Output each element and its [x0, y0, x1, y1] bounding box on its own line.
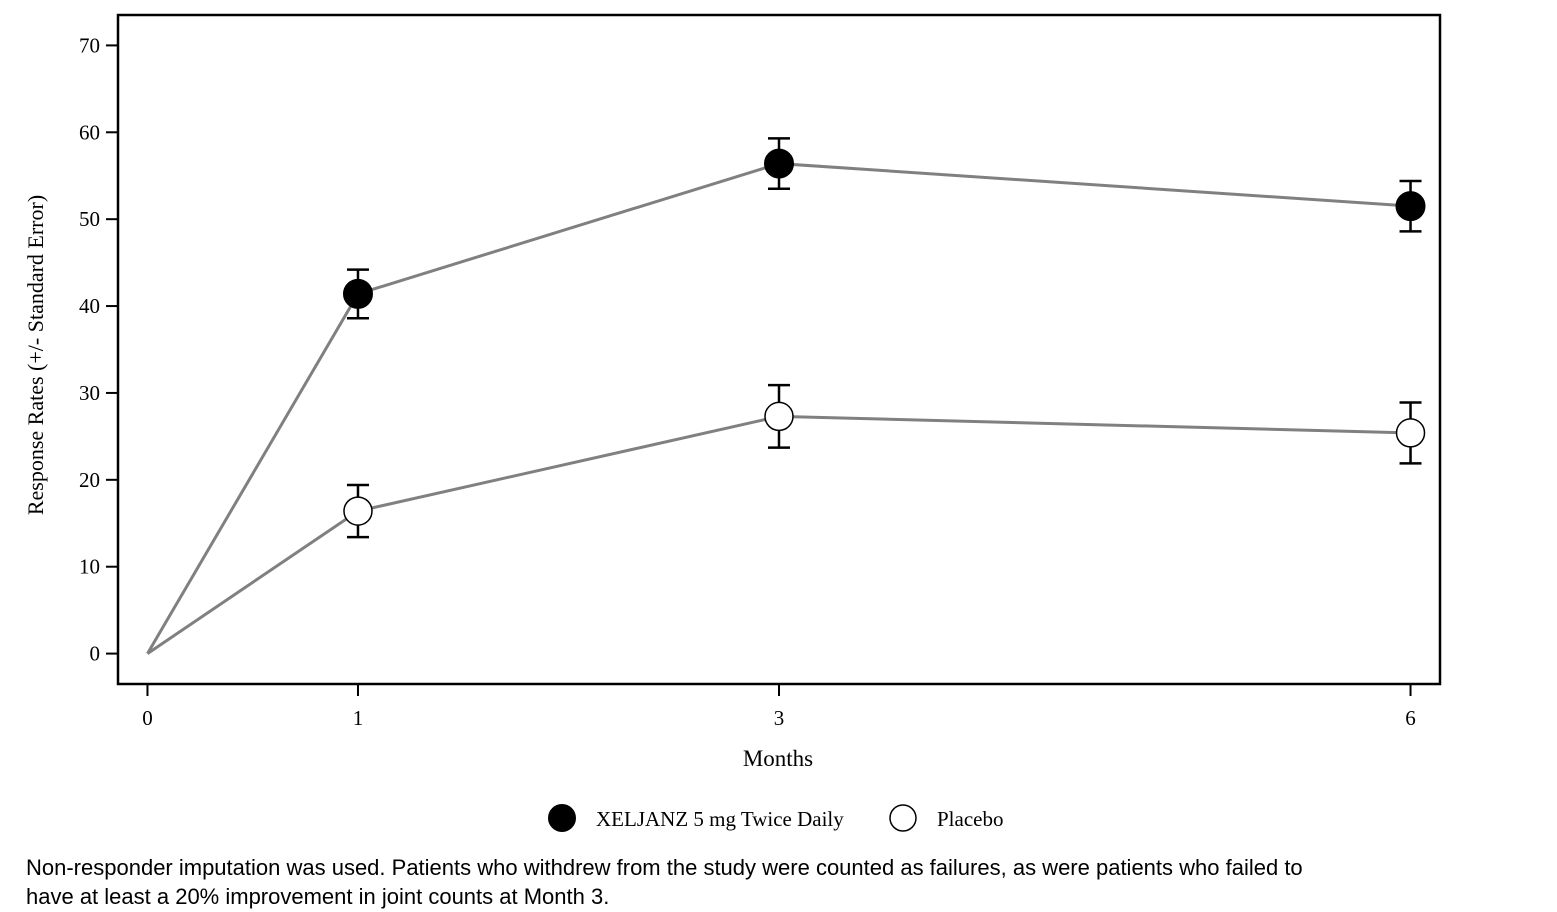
- x-axis: 0 1 3 6: [142, 684, 1416, 730]
- plot-frame: [116, 13, 1442, 686]
- y-tick-label: 30: [79, 381, 100, 405]
- data-point: [343, 496, 373, 526]
- y-tick-label: 10: [79, 555, 100, 579]
- x-tick-label: 6: [1405, 706, 1416, 730]
- data-point: [764, 401, 794, 432]
- x-tick-label: 3: [774, 706, 785, 730]
- footnote-line-2: have at least a 20% improvement in joint…: [26, 884, 610, 909]
- data-point: [1395, 418, 1426, 448]
- footnote: Non-responder imputation was used. Patie…: [26, 853, 1466, 911]
- data-point: [1395, 191, 1426, 222]
- series-lines: [146, 162, 1411, 655]
- x-tick-label: 0: [142, 706, 153, 730]
- y-tick-label: 0: [90, 642, 101, 666]
- data-point: [342, 278, 373, 309]
- legend-marker-xeljanz: [548, 804, 576, 832]
- y-axis-label: Response Rates (+/- Standard Error): [23, 195, 48, 515]
- x-tick-label: 1: [353, 706, 364, 730]
- legend-label-placebo: Placebo: [937, 807, 1003, 831]
- footnote-line-1: Non-responder imputation was used. Patie…: [26, 855, 1303, 880]
- y-tick-label: 70: [79, 33, 100, 57]
- markers: [342, 148, 1426, 526]
- data-point: [764, 148, 794, 179]
- series-line-1: [146, 414, 1411, 655]
- legend: XELJANZ 5 mg Twice Daily Placebo: [548, 804, 1003, 832]
- y-tick-label: 20: [79, 468, 100, 492]
- legend-marker-placebo: [889, 804, 917, 832]
- y-tick-label: 40: [79, 294, 100, 318]
- series-line-0: [146, 162, 1411, 655]
- y-tick-label: 50: [79, 207, 100, 231]
- legend-label-xeljanz: XELJANZ 5 mg Twice Daily: [596, 807, 844, 831]
- x-axis-label: Months: [743, 746, 813, 771]
- y-tick-label: 60: [79, 120, 100, 144]
- y-axis: 0 10 20 30 40 50 60 70: [79, 33, 118, 666]
